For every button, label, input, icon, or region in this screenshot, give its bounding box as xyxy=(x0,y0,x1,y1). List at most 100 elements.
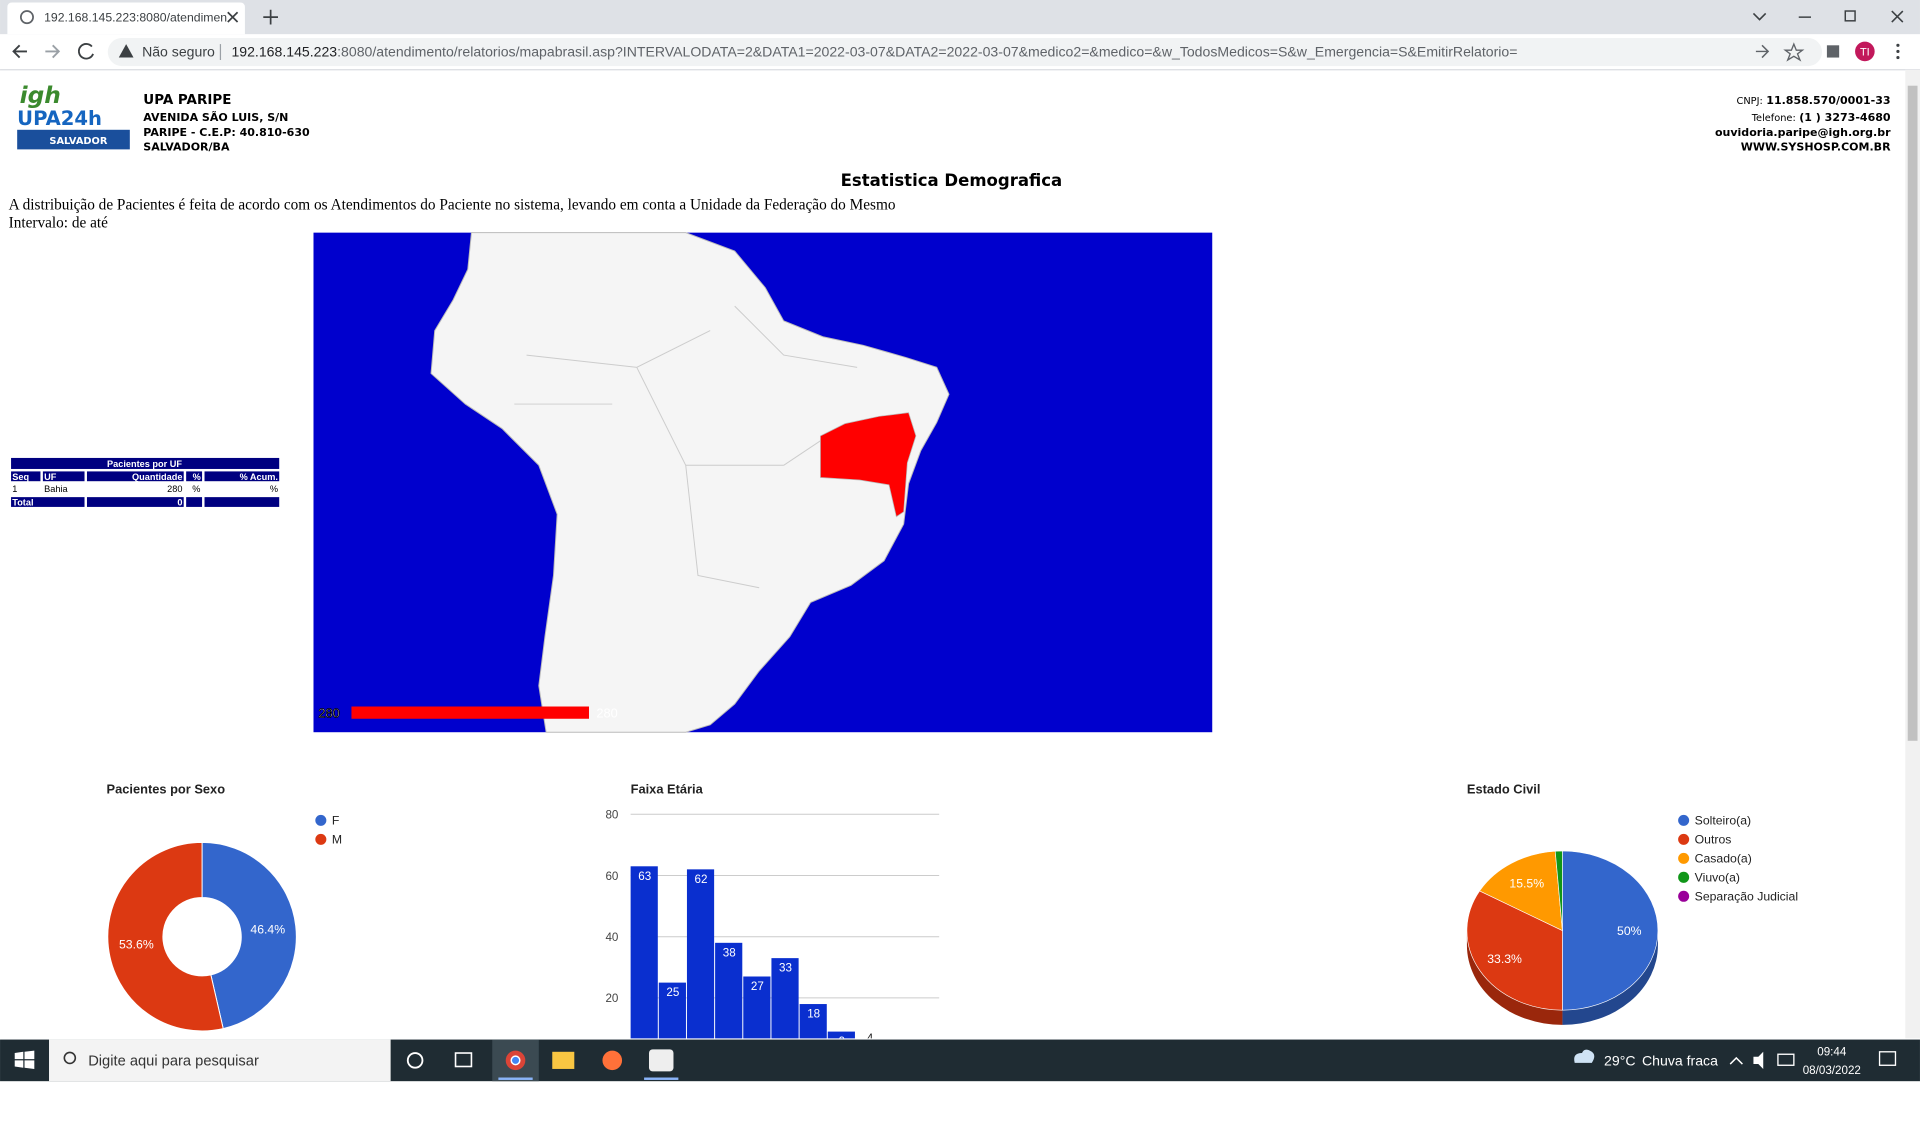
explorer-icon[interactable] xyxy=(552,1051,575,1069)
value-label: 33.3% xyxy=(1487,952,1522,966)
map-legend-bar xyxy=(351,706,589,719)
uf-table: Pacientes por UF Seq UF Quantidade % % A… xyxy=(11,457,280,508)
bar xyxy=(827,1031,855,1039)
close-window[interactable] xyxy=(1891,10,1904,23)
logo-igh: igh xyxy=(20,82,61,109)
bar-label: 4 xyxy=(867,1032,874,1045)
bar xyxy=(743,976,771,1039)
new-tab[interactable] xyxy=(263,9,278,25)
phone-label: Telefone: xyxy=(1751,113,1796,124)
menu xyxy=(1896,55,1900,60)
tab-search[interactable] xyxy=(1752,12,1767,21)
search-icon xyxy=(63,1051,77,1065)
website: WWW.SYSHOSP.COM.BR xyxy=(1741,141,1891,154)
cortana[interactable] xyxy=(406,1052,424,1069)
tray-expand[interactable] xyxy=(1729,1056,1743,1065)
table-total-cell xyxy=(204,497,280,507)
weather: Chuva fraca xyxy=(1642,1052,1718,1068)
table-cell: % xyxy=(192,484,200,494)
table-cell: % xyxy=(270,484,278,494)
report-title: Estatistica Demografica xyxy=(841,171,1063,190)
weather-icon xyxy=(1574,1049,1595,1063)
legend-label: Separação Judicial xyxy=(1695,890,1798,904)
y-tick-label: 60 xyxy=(605,870,618,883)
tab[interactable] xyxy=(7,2,245,35)
tab-strip xyxy=(0,0,1920,35)
phone-value: (1 ) 3273-4680 xyxy=(1799,111,1891,124)
legend-swatch xyxy=(1678,871,1690,883)
pie-slice xyxy=(1479,850,1563,932)
legend-label: Outros xyxy=(1695,833,1732,847)
scrollbar-thumb[interactable] xyxy=(1907,85,1918,741)
legend-swatch xyxy=(315,814,327,826)
legend-swatch xyxy=(315,833,327,845)
share[interactable] xyxy=(1755,44,1770,59)
firefox-icon[interactable] xyxy=(602,1050,623,1071)
restore[interactable] xyxy=(1844,10,1856,22)
map-legend-min: 280 xyxy=(318,706,339,721)
clock-time[interactable]: 09:44 xyxy=(1817,1045,1847,1058)
task-view[interactable] xyxy=(454,1052,473,1068)
bar xyxy=(715,942,743,1039)
bar-label: 18 xyxy=(807,1008,820,1021)
app-icon[interactable] xyxy=(648,1049,674,1072)
map-region-bahia xyxy=(820,412,917,518)
tab-icon xyxy=(19,10,34,25)
logo-band xyxy=(17,129,130,150)
legend-label: M xyxy=(332,833,342,847)
menu[interactable] xyxy=(1896,43,1900,47)
pie-side xyxy=(1562,930,1658,1025)
table-title: Pacientes por UF xyxy=(107,459,182,469)
tab-close[interactable] xyxy=(227,11,239,23)
bar-label: 9 xyxy=(839,1035,845,1048)
value-label: 53.6% xyxy=(119,937,154,951)
bar xyxy=(799,1004,827,1039)
extensions[interactable] xyxy=(1826,45,1840,58)
table-header: UF xyxy=(44,472,57,482)
address-line: AVENIDA SÃO LUIS, S/N xyxy=(143,111,288,124)
legend-label: F xyxy=(332,814,339,828)
bar-label: 38 xyxy=(723,946,736,959)
table-title-bar xyxy=(11,457,280,469)
bar xyxy=(771,958,799,1039)
search-placeholder: Digite aqui para pesquisar xyxy=(88,1053,259,1069)
temperature: 29°C xyxy=(1604,1052,1635,1068)
bookmark[interactable] xyxy=(1783,42,1805,62)
phone: Telefone: (1 ) 3273-4680 xyxy=(1751,111,1891,124)
url[interactable]: 192.168.145.223:8080/atendimento/relator… xyxy=(231,43,1517,59)
pie-slice xyxy=(1562,850,1659,1011)
address-line: SALVADOR/BA xyxy=(143,141,230,154)
logo-salvador: SALVADOR xyxy=(49,136,107,147)
cnpj-value: 11.858.570/0001-33 xyxy=(1766,94,1890,107)
forward[interactable] xyxy=(45,44,61,59)
reload[interactable] xyxy=(77,42,94,60)
table-total-value: 0 xyxy=(177,498,182,508)
bar-label: 25 xyxy=(666,986,679,999)
address-bar[interactable] xyxy=(107,37,1823,67)
table-cell: 280 xyxy=(167,484,182,494)
network-icon[interactable] xyxy=(1777,1053,1795,1066)
profile-avatar[interactable] xyxy=(1855,41,1875,62)
legend-swatch xyxy=(1678,890,1690,902)
table-cell: 1 xyxy=(12,484,17,494)
active-indicator xyxy=(644,1077,679,1080)
table-header-cell xyxy=(204,471,280,482)
map-borders xyxy=(514,305,858,589)
volume-icon[interactable] xyxy=(1753,1051,1764,1069)
cnpj: CNPJ: 11.858.570/0001-33 xyxy=(1737,94,1891,107)
chrome-icon-center xyxy=(510,1055,521,1066)
search-box[interactable] xyxy=(49,1039,391,1082)
taskbar: Digite aqui para pesquisar 29°C Chuva fr… xyxy=(0,1039,1920,1082)
address-line: PARIPE - C.E.P: 40.810-630 xyxy=(143,126,310,139)
chart-title: Faixa Etária xyxy=(631,781,704,796)
back[interactable] xyxy=(12,44,27,59)
start-button[interactable] xyxy=(14,1050,35,1069)
bar xyxy=(630,866,658,1039)
notifications[interactable] xyxy=(1878,1051,1897,1066)
table-header-cell xyxy=(86,471,184,482)
donut-slice xyxy=(201,841,297,1030)
bar xyxy=(686,869,715,1039)
security-label: Não seguro xyxy=(142,43,215,59)
email: ouvidoria.paripe@igh.org.br xyxy=(1715,126,1891,139)
